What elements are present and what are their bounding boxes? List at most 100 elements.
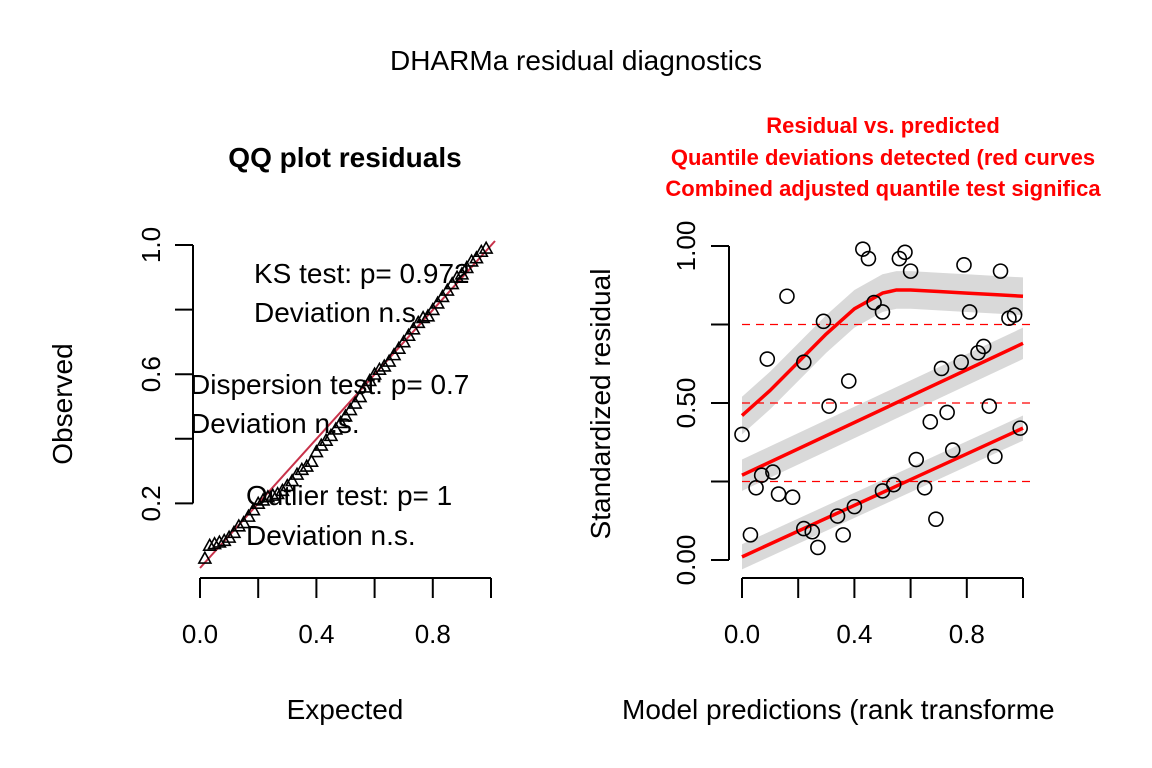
x-tick-label: 0.0 bbox=[182, 619, 218, 649]
qq-point bbox=[216, 532, 232, 547]
qq-point bbox=[439, 282, 455, 296]
residual-point bbox=[981, 398, 998, 414]
x-axis-label: Model predictions (rank transforme bbox=[622, 694, 1055, 725]
residual-point bbox=[956, 257, 972, 273]
qq-point bbox=[430, 295, 446, 309]
residual-point bbox=[1006, 307, 1023, 323]
qq-point bbox=[236, 515, 252, 529]
qq-point bbox=[362, 373, 378, 387]
residual-point bbox=[928, 511, 944, 527]
residual-point bbox=[939, 404, 955, 421]
y-tick-label: 1.00 bbox=[671, 221, 701, 272]
residual-plot-title-line: Combined adjusted quantile test signific… bbox=[665, 176, 1101, 201]
qq-point bbox=[231, 518, 247, 532]
quantile-curve bbox=[740, 288, 1024, 417]
residual-point bbox=[916, 479, 933, 496]
residual-point bbox=[779, 288, 795, 305]
quantile-curve bbox=[741, 426, 1024, 559]
residual-point bbox=[897, 244, 913, 261]
qq-point bbox=[304, 453, 319, 468]
residual-vs-predicted-panel: Residual vs. predicted Quantile deviation… bbox=[585, 113, 1101, 725]
qq-point bbox=[406, 321, 421, 335]
x-tick-label: 0.8 bbox=[415, 619, 451, 649]
qq-point bbox=[212, 534, 227, 548]
residual-point bbox=[953, 354, 969, 370]
residual-point bbox=[944, 442, 961, 458]
residual-point bbox=[765, 464, 781, 480]
residual-point bbox=[846, 498, 863, 515]
residual-point bbox=[855, 241, 871, 257]
qq-point bbox=[265, 487, 281, 501]
y-axis-label: Observed bbox=[47, 343, 78, 464]
residual-plot-title-line: Residual vs. predicted bbox=[766, 113, 1000, 138]
residual-point bbox=[753, 467, 770, 484]
qq-point bbox=[197, 550, 213, 564]
residual-point bbox=[1012, 420, 1028, 436]
residual-plot-title-line: Quantile deviations detected (red curves bbox=[671, 145, 1095, 170]
qq-point bbox=[454, 266, 470, 280]
residual-point bbox=[874, 304, 891, 320]
qq-point bbox=[469, 250, 484, 264]
qq-point bbox=[202, 537, 218, 551]
qq-point bbox=[347, 395, 363, 409]
residual-point bbox=[933, 360, 950, 377]
residual-point bbox=[908, 451, 925, 468]
residual-point bbox=[987, 448, 1003, 465]
qq-point bbox=[255, 492, 271, 506]
qq-point bbox=[226, 524, 242, 539]
qq-annotation-test: KS test: p= 0.972 bbox=[254, 258, 470, 289]
residual-point bbox=[734, 426, 750, 443]
qq-point bbox=[357, 379, 373, 393]
qq-point bbox=[352, 389, 368, 403]
residual-point bbox=[759, 351, 776, 367]
figure-title: DHARMa residual diagnostics bbox=[390, 45, 762, 76]
residual-point bbox=[840, 373, 857, 389]
residual-point bbox=[748, 479, 764, 496]
qq-annotation-test: Outlier test: p= 1 bbox=[246, 480, 452, 511]
y-tick-label: 0.50 bbox=[671, 378, 701, 429]
residual-point bbox=[829, 508, 846, 524]
qq-point bbox=[391, 340, 407, 354]
qq-point bbox=[435, 289, 450, 303]
qq-point bbox=[425, 301, 441, 316]
qq-plot-panel: QQ plot residuals 0.0 0.4 0.8 0.2 0.6 1.0 Expec… bbox=[47, 142, 496, 725]
x-tick-label: 0.0 bbox=[724, 619, 760, 649]
qq-point bbox=[415, 310, 431, 324]
residual-point bbox=[922, 414, 939, 430]
residual-point bbox=[902, 263, 919, 279]
qq-point bbox=[333, 415, 348, 429]
residual-point bbox=[866, 294, 882, 311]
qq-point bbox=[241, 508, 256, 522]
qq-point bbox=[372, 361, 387, 375]
qq-annotation-deviation: Deviation n.s. bbox=[190, 408, 360, 439]
qq-point bbox=[478, 240, 494, 254]
y-tick-label: 0.2 bbox=[136, 485, 166, 521]
qq-point bbox=[420, 308, 436, 322]
qq-point bbox=[459, 259, 475, 274]
qq-annotation-deviation: Deviation n.s. bbox=[254, 297, 424, 328]
qq-annotation-test: Dispersion test: p= 0.7 bbox=[190, 369, 469, 400]
qq-point bbox=[343, 402, 358, 416]
residual-point bbox=[796, 520, 812, 537]
qq-point bbox=[294, 461, 310, 476]
residual-point bbox=[804, 523, 821, 540]
quantile-band bbox=[742, 271, 1023, 435]
x-axis-label: Expected bbox=[287, 694, 404, 725]
residual-point bbox=[885, 476, 902, 493]
quantile-curve bbox=[741, 341, 1024, 477]
qq-annotations: KS test: p= 0.972 Deviation n.s. Dispersio… bbox=[190, 258, 470, 551]
x-tick-label: 0.4 bbox=[836, 619, 872, 649]
qq-point bbox=[207, 536, 222, 550]
residual-point bbox=[835, 527, 851, 543]
qq-point bbox=[245, 502, 261, 516]
qq-point bbox=[338, 408, 353, 422]
qq-point bbox=[464, 253, 479, 267]
qq-plot-title: QQ plot residuals bbox=[228, 142, 461, 173]
qq-point bbox=[401, 327, 416, 342]
qq-point bbox=[284, 473, 300, 487]
qq-point bbox=[260, 489, 276, 503]
qq-point bbox=[309, 444, 324, 458]
qq-point bbox=[386, 347, 402, 361]
residual-point bbox=[796, 354, 812, 370]
